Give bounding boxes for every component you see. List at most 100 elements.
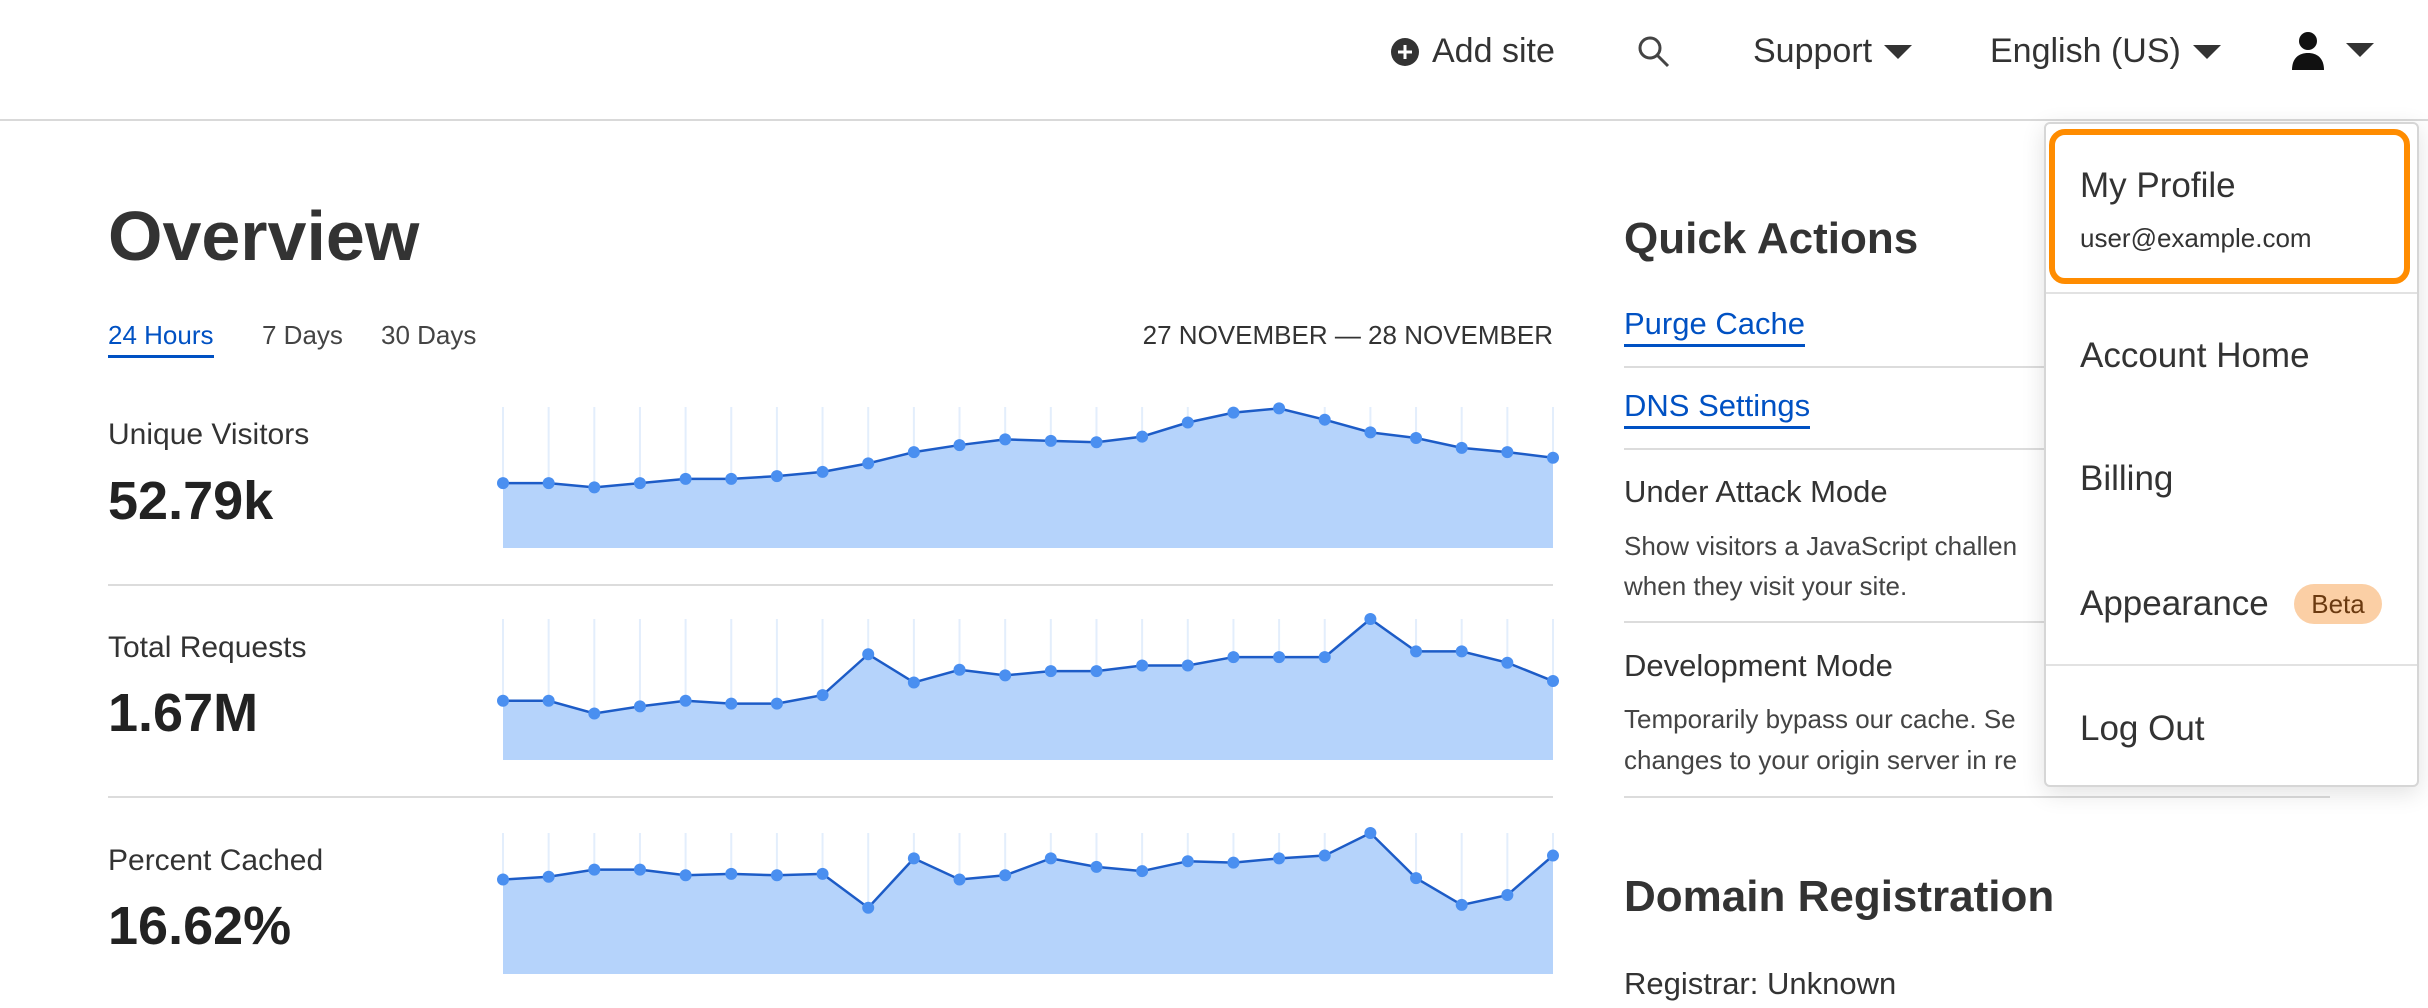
- data-point: [542, 694, 555, 707]
- divider: [1624, 366, 2044, 368]
- data-point: [1181, 855, 1194, 868]
- under-attack-desc: Show visitors a JavaScript challen: [1624, 531, 2018, 561]
- data-point: [497, 477, 509, 490]
- data-point: [1364, 613, 1377, 625]
- under-attack-title: Under Attack Mode: [1624, 474, 1888, 509]
- data-point: [770, 869, 783, 882]
- language-menu[interactable]: English (US): [1990, 32, 2221, 71]
- data-point: [1181, 659, 1194, 672]
- data-point: [1501, 446, 1514, 459]
- data-point: [907, 852, 920, 865]
- development-mode-title: Development Mode: [1624, 648, 1893, 683]
- billing-item[interactable]: Billing: [2080, 459, 2174, 498]
- account-home-item[interactable]: Account Home: [2080, 336, 2310, 375]
- add-site-label: Add site: [1432, 32, 1555, 70]
- search-icon: [1638, 36, 1670, 68]
- add-site-button[interactable]: Add site: [1390, 32, 1555, 71]
- stat-value: 16.62%: [108, 896, 292, 956]
- top-header: Add site Support English (US): [0, 0, 2428, 121]
- data-point: [1181, 416, 1194, 429]
- divider: [1624, 621, 2044, 623]
- sparkline-area: [503, 408, 1553, 548]
- tab-24-hours[interactable]: 24 Hours: [108, 320, 214, 358]
- user-email: user@example.com: [2080, 223, 2312, 253]
- data-point: [862, 901, 875, 914]
- data-point: [1547, 849, 1559, 862]
- plus-circle-icon: [1391, 37, 1419, 66]
- data-point: [862, 648, 875, 661]
- data-point: [497, 873, 509, 886]
- tab-30-days[interactable]: 30 Days: [381, 320, 477, 350]
- data-point: [953, 873, 966, 886]
- data-point: [953, 663, 966, 676]
- data-point: [1364, 426, 1377, 439]
- my-profile-item[interactable]: [2049, 129, 2410, 284]
- data-point: [999, 669, 1012, 682]
- data-point: [770, 470, 783, 483]
- registrar-text: Registrar: Unknown: [1624, 966, 1897, 1001]
- data-point: [1136, 865, 1149, 878]
- data-point: [1410, 432, 1423, 445]
- stat-value: 52.79k: [108, 471, 274, 531]
- data-point: [907, 676, 920, 689]
- unique-visitors-sparkline: [497, 402, 1559, 548]
- user-menu-button[interactable]: [2290, 30, 2374, 70]
- stat-value: 1.67M: [108, 683, 259, 743]
- data-point: [953, 439, 966, 452]
- divider: [1624, 448, 2044, 450]
- data-point: [1227, 856, 1240, 869]
- development-mode-desc: Temporarily bypass our cache. Se: [1624, 704, 2016, 734]
- data-point: [1547, 451, 1559, 464]
- dns-settings-link[interactable]: DNS Settings: [1624, 388, 1811, 429]
- data-point: [542, 870, 555, 883]
- under-attack-desc: when they visit your site.: [1624, 571, 1908, 601]
- data-point: [1136, 659, 1149, 672]
- data-point: [1364, 827, 1377, 839]
- data-point: [816, 689, 829, 702]
- tab-7-days[interactable]: 7 Days: [262, 320, 343, 350]
- search-button[interactable]: [1636, 34, 1672, 70]
- user-icon: [2292, 32, 2324, 70]
- data-point: [1227, 651, 1240, 664]
- sparkline-area: [503, 619, 1553, 760]
- data-point: [816, 867, 829, 880]
- quick-actions-title: Quick Actions: [1624, 214, 1919, 263]
- percent-cached-sparkline: [497, 827, 1559, 974]
- divider: [1624, 796, 2330, 798]
- data-point: [816, 465, 829, 478]
- data-point: [588, 481, 601, 494]
- purge-cache-link[interactable]: Purge Cache: [1624, 306, 1805, 347]
- data-point: [1044, 665, 1057, 678]
- data-point: [679, 472, 692, 485]
- data-point: [588, 707, 601, 720]
- data-point: [633, 477, 646, 490]
- data-point: [679, 869, 692, 882]
- development-mode-desc: changes to your origin server in re: [1624, 745, 2018, 775]
- support-menu[interactable]: Support: [1753, 32, 1913, 71]
- data-point: [633, 700, 646, 713]
- data-point: [1273, 852, 1286, 865]
- data-point: [1501, 889, 1514, 902]
- appearance-item[interactable]: Appearance: [2080, 584, 2269, 623]
- data-point: [1455, 645, 1468, 658]
- data-point: [1547, 675, 1559, 688]
- sparkline-line: [502, 831, 1554, 910]
- language-label: English (US): [1990, 32, 2181, 70]
- data-point: [679, 694, 692, 707]
- data-point: [1136, 430, 1149, 443]
- chevron-down-icon: [2192, 44, 2221, 59]
- data-point: [1227, 406, 1240, 419]
- domain-registration-title: Domain Registration: [1624, 872, 2055, 921]
- my-profile-label[interactable]: My Profile: [2080, 166, 2236, 205]
- data-point: [1044, 434, 1057, 447]
- chevron-down-icon: [1884, 44, 1913, 59]
- data-point: [1410, 645, 1423, 658]
- user-dropdown-menu: My Profile user@example.com Account Home…: [2044, 122, 2419, 787]
- data-point: [1273, 651, 1286, 664]
- data-point: [1455, 898, 1468, 911]
- data-point: [999, 433, 1012, 446]
- log-out-item[interactable]: Log Out: [2080, 709, 2205, 748]
- data-point: [770, 697, 783, 710]
- sparkline-line: [503, 407, 1554, 489]
- beta-badge: Beta: [2294, 584, 2382, 624]
